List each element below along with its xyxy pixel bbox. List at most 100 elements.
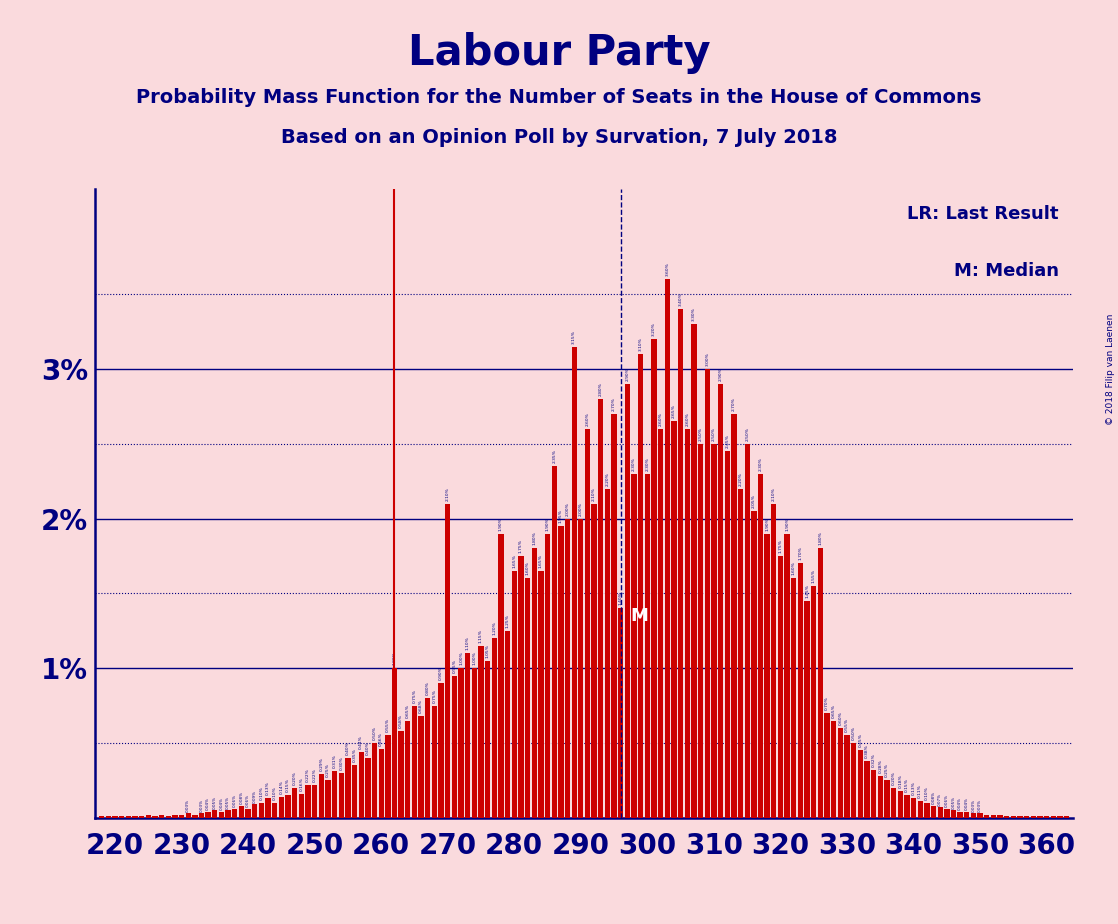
Text: 0.22%: 0.22% xyxy=(313,768,316,782)
Text: 1.15%: 1.15% xyxy=(479,629,483,643)
Bar xyxy=(445,504,451,818)
Text: 2.20%: 2.20% xyxy=(739,472,742,486)
Text: 0.20%: 0.20% xyxy=(293,771,296,784)
Bar xyxy=(591,504,597,818)
Bar xyxy=(625,383,631,818)
Text: 0.06%: 0.06% xyxy=(246,795,250,808)
Bar xyxy=(738,489,743,818)
Text: M: Median: M: Median xyxy=(954,261,1059,280)
Bar xyxy=(1044,816,1050,818)
Bar xyxy=(305,784,311,818)
Bar xyxy=(551,467,557,818)
Text: 2.80%: 2.80% xyxy=(599,383,603,395)
Text: 1.00%: 1.00% xyxy=(459,651,463,665)
Text: 3.30%: 3.30% xyxy=(692,308,697,321)
Bar xyxy=(785,533,789,818)
Bar xyxy=(711,444,717,818)
Text: 0.03%: 0.03% xyxy=(187,798,190,812)
Bar xyxy=(904,796,910,818)
Bar xyxy=(950,810,956,818)
Bar xyxy=(1011,816,1016,818)
Bar xyxy=(325,781,331,818)
Text: 0.14%: 0.14% xyxy=(280,780,283,794)
Bar xyxy=(479,646,484,818)
Text: 2.35%: 2.35% xyxy=(552,449,557,463)
Bar xyxy=(299,794,304,818)
Text: 2.10%: 2.10% xyxy=(771,487,776,501)
Bar xyxy=(452,675,457,818)
Bar xyxy=(858,750,863,818)
Bar xyxy=(724,451,730,818)
Text: 2.65%: 2.65% xyxy=(672,405,676,419)
Text: 2.90%: 2.90% xyxy=(625,367,629,381)
Text: 0.20%: 0.20% xyxy=(891,771,896,784)
Bar xyxy=(199,813,205,818)
Text: 0.16%: 0.16% xyxy=(300,777,303,791)
Bar xyxy=(652,339,656,818)
Bar xyxy=(186,813,191,818)
Text: 0.80%: 0.80% xyxy=(426,681,429,695)
Bar xyxy=(432,706,437,818)
Text: 0.15%: 0.15% xyxy=(904,778,909,792)
Bar xyxy=(252,804,257,818)
Text: 0.58%: 0.58% xyxy=(399,714,404,728)
Bar xyxy=(824,713,830,818)
Bar xyxy=(891,788,897,818)
Bar xyxy=(139,816,144,818)
Text: 0.15%: 0.15% xyxy=(286,778,290,792)
Bar xyxy=(438,683,444,818)
Bar xyxy=(645,474,650,818)
Text: 3.40%: 3.40% xyxy=(679,292,683,306)
Bar xyxy=(612,414,617,818)
Text: 1.55%: 1.55% xyxy=(812,569,816,583)
Bar xyxy=(984,815,989,818)
Text: 1.65%: 1.65% xyxy=(512,554,517,568)
Text: 2.10%: 2.10% xyxy=(446,487,449,501)
Text: 2.30%: 2.30% xyxy=(632,457,636,470)
Text: 1.70%: 1.70% xyxy=(798,547,803,561)
Bar xyxy=(379,749,383,818)
Bar xyxy=(558,526,563,818)
Bar xyxy=(538,571,543,818)
Bar xyxy=(519,556,523,818)
Bar xyxy=(265,798,271,818)
Text: 0.08%: 0.08% xyxy=(239,791,244,804)
Text: 0.22%: 0.22% xyxy=(306,768,310,782)
Bar xyxy=(991,815,996,818)
Text: 1.05%: 1.05% xyxy=(485,644,490,658)
Bar xyxy=(778,556,783,818)
Text: 1.90%: 1.90% xyxy=(785,517,789,530)
Bar xyxy=(272,803,277,818)
Bar xyxy=(425,698,430,818)
Bar xyxy=(578,518,584,818)
Bar xyxy=(179,815,184,818)
Text: 2.90%: 2.90% xyxy=(719,367,722,381)
Text: 2.70%: 2.70% xyxy=(612,397,616,411)
Text: 0.50%: 0.50% xyxy=(852,726,855,740)
Text: 2.00%: 2.00% xyxy=(579,502,582,516)
Bar xyxy=(997,815,1003,818)
Bar xyxy=(278,796,284,818)
Bar xyxy=(605,489,610,818)
Text: 0.95%: 0.95% xyxy=(453,659,456,673)
Text: 0.38%: 0.38% xyxy=(865,744,869,758)
Text: 0.45%: 0.45% xyxy=(859,734,862,748)
Text: 0.28%: 0.28% xyxy=(879,760,882,772)
Bar xyxy=(598,399,604,818)
Bar xyxy=(911,798,917,818)
Bar xyxy=(771,504,777,818)
Text: 0.65%: 0.65% xyxy=(406,704,410,718)
Bar xyxy=(332,772,338,818)
Bar xyxy=(339,772,344,818)
Text: 0.30%: 0.30% xyxy=(339,756,343,770)
Text: 0.05%: 0.05% xyxy=(212,796,217,808)
Bar xyxy=(359,752,363,818)
Text: 0.13%: 0.13% xyxy=(266,782,271,796)
Bar xyxy=(472,668,477,818)
Text: 0.75%: 0.75% xyxy=(433,688,436,702)
Bar xyxy=(233,808,237,818)
Bar xyxy=(931,806,936,818)
Text: 2.05%: 2.05% xyxy=(751,494,756,508)
Text: Based on an Opinion Poll by Survation, 7 July 2018: Based on an Opinion Poll by Survation, 7… xyxy=(281,128,837,147)
Bar xyxy=(851,743,856,818)
